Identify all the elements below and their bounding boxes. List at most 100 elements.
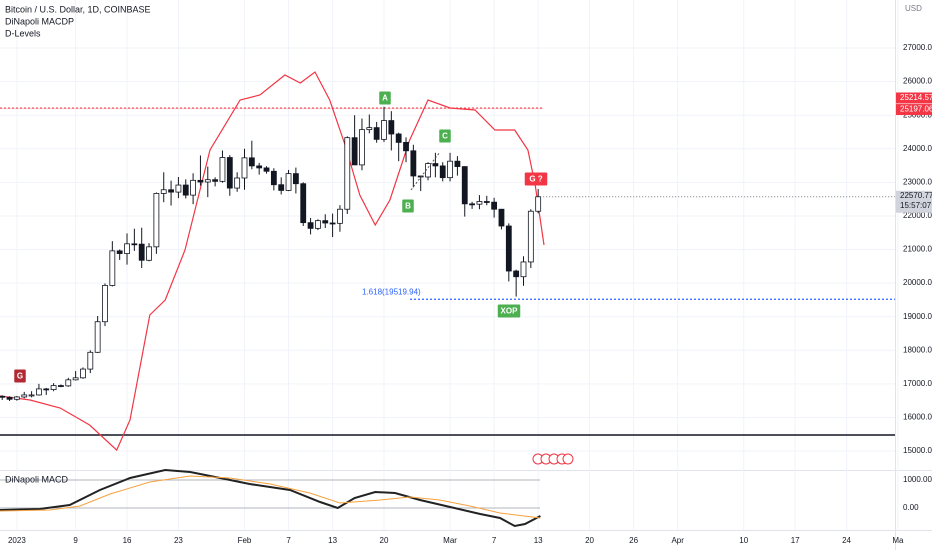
candle-body: [36, 388, 42, 396]
candle-body: [182, 184, 189, 196]
candle-body: [197, 179, 204, 183]
candle-body: [373, 127, 380, 140]
candle-body: [21, 394, 28, 398]
candle-body: [72, 377, 79, 381]
candle-body: [160, 189, 167, 194]
price-label: 22570.77: [900, 191, 932, 200]
annotation-badge: [14, 369, 26, 383]
candle-body: [505, 225, 512, 272]
candle-body: [168, 189, 174, 193]
indicator-name: DiNapoli MACDP: [5, 16, 74, 26]
candle-body: [513, 270, 520, 278]
x-tick-label: Feb: [238, 536, 252, 545]
y-tick-label: 1000.00: [903, 475, 932, 484]
x-tick-label: 2023: [8, 536, 26, 545]
candle-body: [153, 193, 160, 248]
candle-body: [43, 388, 50, 391]
candle-body: [65, 379, 72, 387]
event-icon[interactable]: [562, 453, 574, 465]
candle-body: [270, 170, 277, 186]
candle-body: [292, 173, 299, 185]
level-badge: [896, 104, 932, 116]
x-tick-label: 23: [174, 536, 183, 545]
candle-body: [410, 150, 417, 177]
level-label: 25197.06: [900, 105, 932, 114]
y-tick-label: 22000.00: [903, 211, 932, 220]
y-tick-label: 15000.00: [903, 446, 932, 455]
grid: [0, 0, 899, 530]
candle-body: [219, 157, 226, 182]
annotation-badge: [497, 304, 521, 318]
annotation-badge: [379, 91, 391, 105]
candle-body: [241, 157, 248, 179]
x-tick-label: 16: [123, 536, 132, 545]
macd-title: DiNapoli MACD: [5, 474, 69, 484]
x-tick-label: 7: [492, 536, 497, 545]
x-tick-label: 10: [739, 536, 748, 545]
candle-body: [315, 220, 321, 229]
fib-label: 1.618(19519.94): [362, 287, 421, 296]
y-tick-label: 18000.00: [903, 345, 932, 354]
x-tick-label: 24: [842, 536, 851, 545]
candle-body: [454, 160, 461, 167]
candle-body: [322, 220, 329, 224]
overlay-line: [0, 71, 545, 452]
candle-body: [498, 208, 505, 227]
candle-body: [131, 243, 138, 246]
candle-body: [6, 396, 13, 400]
annotation-label: XOP: [501, 307, 519, 316]
candle-body: [116, 250, 123, 254]
candle-body: [403, 141, 409, 152]
candle-body: [204, 179, 211, 183]
candle-body: [87, 351, 94, 370]
candle-body: [226, 157, 233, 189]
y-tick-label: 17000.00: [903, 379, 932, 388]
candle-body: [476, 201, 483, 205]
candle-body: [124, 243, 130, 254]
candle-body: [256, 165, 263, 169]
level-label: 25214.57: [900, 93, 932, 102]
candle-body: [50, 385, 57, 390]
x-tick-label: Mar: [443, 536, 457, 545]
candle-body: [0, 395, 6, 398]
annotation-label: A: [382, 94, 388, 103]
x-tick-label: 20: [585, 536, 594, 545]
candle-body: [344, 137, 351, 210]
candle-body: [285, 173, 292, 191]
candle-body: [395, 133, 402, 143]
candle-body: [109, 250, 116, 286]
candle-body: [58, 385, 64, 387]
candle-body: [381, 120, 387, 140]
candle-body: [469, 203, 475, 206]
y-tick-label: 23000.00: [903, 177, 932, 186]
indicator-name: D-Levels: [5, 28, 41, 38]
x-tick-label: Ma: [892, 536, 904, 545]
y-tick-label: 0.00: [903, 503, 919, 512]
x-tick-label: 9: [73, 536, 78, 545]
y-tick-label: 20000.00: [903, 278, 932, 287]
currency-label: USD: [905, 4, 922, 13]
candle-body: [80, 368, 86, 379]
candle-body: [535, 196, 542, 212]
candle-body: [146, 246, 152, 261]
candle-body: [248, 157, 255, 167]
x-tick-label: 13: [328, 536, 337, 545]
macd-line: [0, 475, 541, 519]
annotation-label: G: [17, 372, 23, 381]
x-tick-label: 20: [380, 536, 389, 545]
annotation-badge: [402, 199, 414, 213]
y-tick-label: 24000.00: [903, 144, 932, 153]
candle-body: [351, 137, 358, 166]
y-tick-label: 27000.00: [903, 43, 932, 52]
candle-body: [337, 208, 343, 224]
candle-body: [491, 201, 498, 210]
candle-body: [234, 177, 241, 189]
candle-body: [102, 285, 108, 323]
candle-body: [432, 163, 439, 167]
candle-body: [28, 394, 35, 397]
candle-body: [527, 210, 534, 263]
candle-body: [212, 179, 219, 182]
level-badge: [896, 92, 932, 104]
candle-body: [366, 127, 373, 131]
